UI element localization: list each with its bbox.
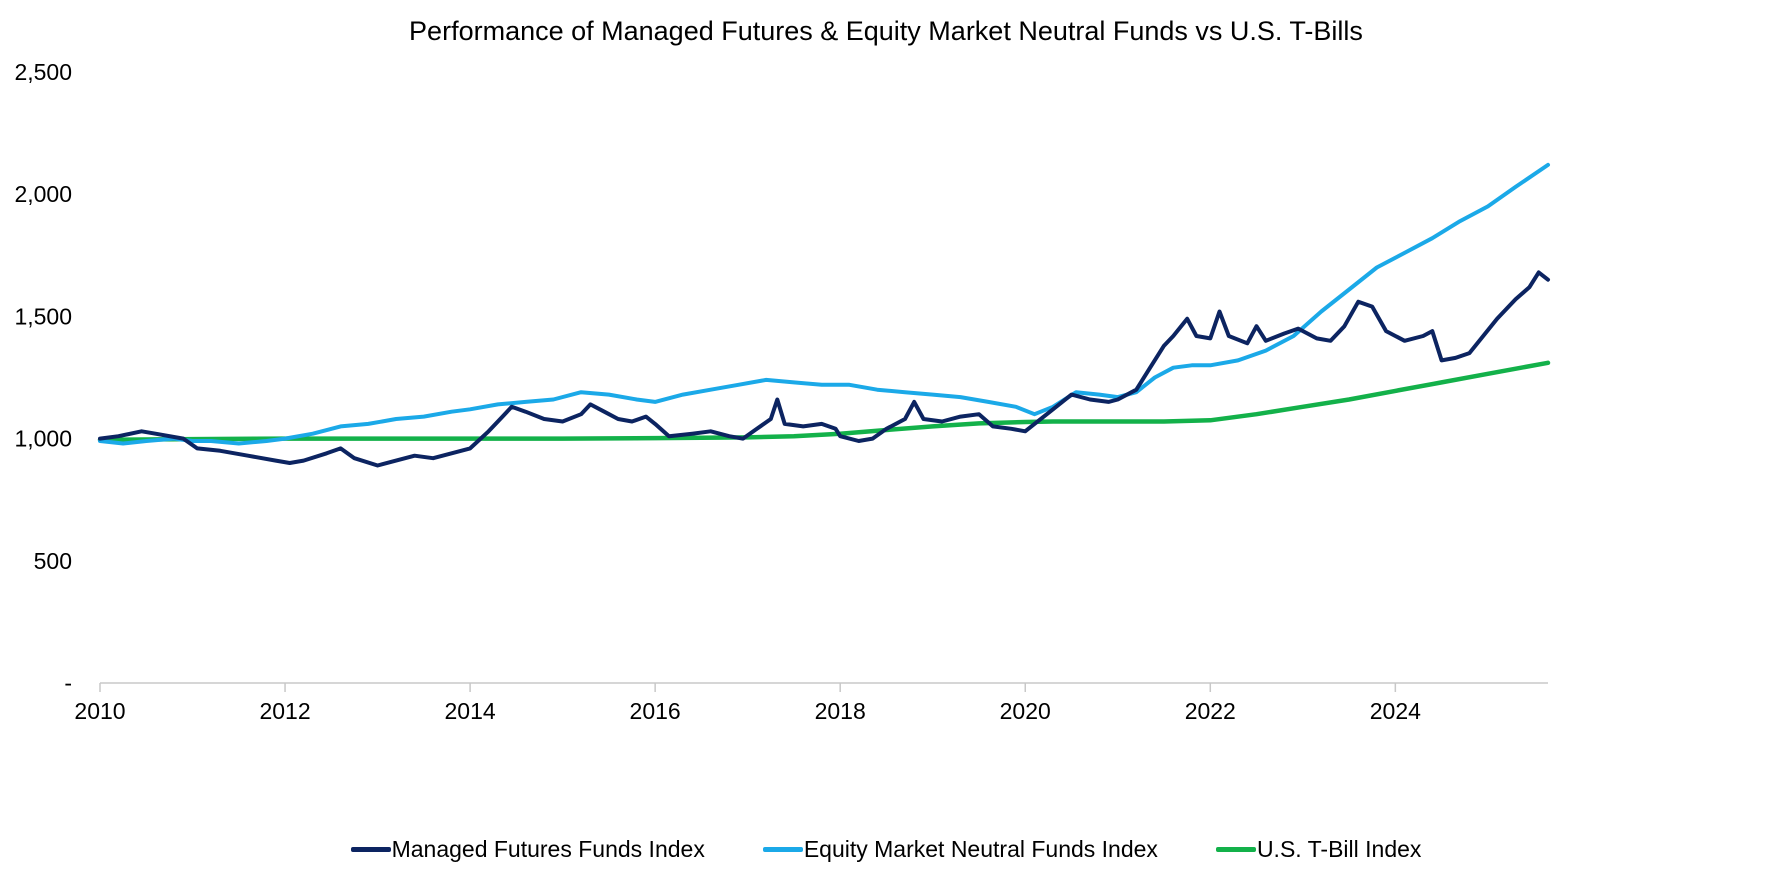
y-tick-label: 500 — [34, 548, 72, 574]
legend-swatch-t-bill — [1215, 847, 1256, 852]
x-ticks: 2010 2012 2014 2016 2018 2020 2022 2024 — [74, 683, 1421, 724]
y-tick-label: 2,000 — [14, 181, 72, 207]
y-tick-label: 2,500 — [14, 59, 72, 85]
y-tick-label: 1,000 — [14, 426, 72, 452]
legend-item-t-bill: U.S. T-Bill Index — [1215, 836, 1422, 863]
y-tick-label: - — [64, 670, 72, 696]
series-lines — [97, 162, 1551, 468]
x-tick-label: 2016 — [630, 698, 681, 724]
legend-label-t-bill: U.S. T-Bill Index — [1256, 836, 1422, 862]
legend-item-managed-futures: Managed Futures Funds Index — [350, 836, 705, 863]
x-tick-label: 2012 — [259, 698, 310, 724]
series-line-u-s-t-bill-index — [97, 360, 1551, 443]
x-tick-label: 2024 — [1370, 698, 1421, 724]
x-tick-label: 2022 — [1185, 698, 1236, 724]
legend-label-managed-futures: Managed Futures Funds Index — [391, 836, 705, 862]
x-tick-label: 2020 — [1000, 698, 1051, 724]
y-tick-label: 1,500 — [14, 303, 72, 329]
x-tick-label: 2014 — [445, 698, 496, 724]
series-line-managed-futures-funds-index — [98, 270, 1550, 468]
legend: Managed Futures Funds Index Equity Marke… — [0, 836, 1772, 863]
chart-title: Performance of Managed Futures & Equity … — [409, 16, 1363, 46]
y-ticks: - 500 1,000 1,500 2,000 2,500 — [14, 59, 72, 696]
x-tick-label: 2018 — [815, 698, 866, 724]
legend-item-equity-market-neutral: Equity Market Neutral Funds Index — [762, 836, 1158, 863]
series-line-equity-market-neutral-funds-index — [98, 162, 1550, 446]
legend-swatch-equity-market-neutral — [762, 847, 803, 852]
x-tick-label: 2010 — [74, 698, 125, 724]
legend-swatch-managed-futures — [350, 847, 391, 852]
legend-label-equity-market-neutral: Equity Market Neutral Funds Index — [803, 836, 1158, 862]
